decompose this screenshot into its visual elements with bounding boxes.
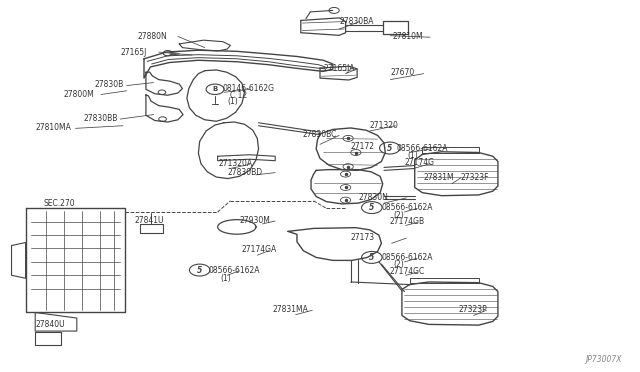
Text: 27830B: 27830B (95, 80, 124, 89)
Text: 27174GC: 27174GC (389, 267, 424, 276)
Text: 27174G: 27174G (404, 158, 435, 167)
Text: 27165J: 27165J (120, 48, 147, 57)
Text: 27800M: 27800M (64, 90, 95, 99)
Text: 27810M: 27810M (393, 32, 424, 41)
Text: 27810MA: 27810MA (35, 124, 71, 132)
Text: 27830BD: 27830BD (227, 168, 262, 177)
Text: 08566-6162A: 08566-6162A (381, 253, 433, 262)
Text: 27830BA: 27830BA (339, 17, 374, 26)
Text: 27165JA: 27165JA (323, 64, 355, 73)
Text: 271320A: 271320A (219, 159, 253, 168)
Text: 27840U: 27840U (35, 320, 65, 329)
Text: 08566-6162A: 08566-6162A (381, 203, 433, 212)
Text: 5: 5 (197, 266, 202, 275)
Text: 27831MA: 27831MA (273, 305, 308, 314)
Text: JP73007X: JP73007X (586, 355, 622, 364)
Text: 27830BC: 27830BC (302, 130, 337, 139)
Text: (1): (1) (221, 274, 232, 283)
Text: 27830BB: 27830BB (83, 114, 118, 123)
Text: (1): (1) (228, 97, 239, 106)
Text: 08146-6162G: 08146-6162G (223, 84, 275, 93)
Text: 27172: 27172 (351, 142, 375, 151)
Text: 08566-6162A: 08566-6162A (397, 144, 448, 153)
Text: 5: 5 (369, 253, 374, 262)
Text: 27174GA: 27174GA (242, 246, 277, 254)
Text: C 12: C 12 (230, 92, 248, 100)
Text: 27880N: 27880N (138, 32, 167, 41)
Text: 08566-6162A: 08566-6162A (209, 266, 260, 275)
Text: SEC.270: SEC.270 (44, 199, 75, 208)
Text: 27173: 27173 (351, 233, 375, 242)
Text: (1): (1) (407, 151, 418, 160)
Text: (2): (2) (393, 260, 404, 269)
Text: 27323P: 27323P (458, 305, 487, 314)
Text: 27841U: 27841U (134, 217, 164, 225)
Text: 27930M: 27930M (240, 216, 271, 225)
Text: (2): (2) (393, 211, 404, 219)
Text: 271320: 271320 (370, 121, 399, 130)
Text: 5: 5 (369, 203, 374, 212)
Text: 27831M: 27831M (424, 173, 454, 182)
Text: 27830N: 27830N (358, 193, 388, 202)
Text: B: B (212, 86, 218, 92)
Text: 5: 5 (387, 144, 392, 153)
Text: 27174GB: 27174GB (389, 217, 424, 226)
Text: 27323F: 27323F (461, 173, 490, 182)
Text: 27670: 27670 (390, 68, 415, 77)
